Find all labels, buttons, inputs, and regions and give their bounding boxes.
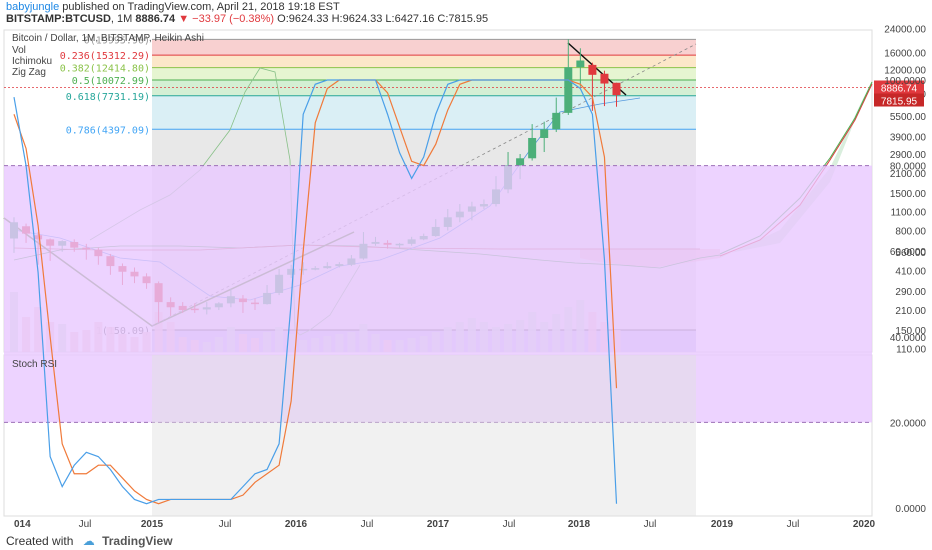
time-axis-label: Jul [79, 519, 92, 530]
legend-item: Ichimoku [12, 56, 52, 67]
stoch-axis-label: 100.0000 [884, 76, 926, 87]
price-axis-label: 150.00 [895, 326, 926, 337]
stoch-axis-label: 80.0000 [890, 162, 927, 173]
time-axis-label: Jul [219, 519, 232, 530]
stoch-band [4, 165, 872, 423]
ohlc-values: O:9624.33 H:9624.33 L:6427.16 C:7815.95 [277, 13, 489, 25]
price-axis-label: 16000.00 [884, 49, 926, 60]
price-chart[interactable]: 0(19995.90) 0.236(15312.29) 0.382(12414.80… [0, 0, 932, 532]
footer: Created with ☁ TradingView [6, 534, 173, 548]
price-axis-label: 1500.00 [890, 189, 927, 200]
price-axis-label: 410.00 [895, 266, 926, 277]
stoch-axis-label: 40.0000 [890, 333, 927, 344]
time-axis-label: 2015 [141, 519, 164, 530]
price-change: ▼ −33.97 (−0.38%) [178, 13, 275, 25]
price-axis-label: 110.00 [896, 344, 926, 355]
price-axis-label: 1100.00 [891, 208, 927, 219]
author-name[interactable]: babyjungle [6, 1, 60, 13]
price-axis-label: 5500.00 [890, 112, 927, 123]
price-axis-label: 800.00 [895, 227, 926, 238]
tradingview-brand[interactable]: TradingView [102, 534, 173, 548]
fib-label: 0.786(4397.09) [66, 125, 150, 136]
created-with-text: Created with [6, 534, 74, 548]
legend-item: Vol [12, 45, 26, 56]
time-axis-label: 014 [14, 519, 31, 530]
price-axis-label: 2900.00 [890, 150, 927, 161]
last-price: 8886.74 [135, 13, 176, 25]
header-line-2: BITSTAMP:BTCUSD, 1M 8886.74 ▼ −33.97 (−0… [6, 13, 489, 25]
legend-item: Zig Zag [12, 67, 46, 78]
candle [612, 82, 621, 96]
last-price-tag-text: 8886.74 [881, 84, 918, 95]
price-axis-label: 3900.00 [890, 132, 927, 143]
close-price-tag-text: 7815.95 [881, 97, 918, 108]
time-axis-label: Jul [361, 519, 374, 530]
candle [588, 64, 597, 75]
time-axis-label: 2017 [427, 519, 450, 530]
published-text: published on TradingView.com, April 21, … [62, 1, 340, 13]
candle [600, 73, 609, 84]
time-axis-label: Jul [503, 519, 516, 530]
fib-label: 0.618(7731.19) [66, 92, 150, 103]
stoch-k-line [13, 79, 618, 505]
stoch-axis-label: 20.0000 [890, 418, 927, 429]
candle [564, 67, 573, 113]
stoch-shade [152, 355, 696, 516]
fib-label: 0.382(12414.80) [60, 64, 150, 75]
time-axis-label: Jul [787, 519, 800, 530]
time-axis-label: 2016 [285, 519, 308, 530]
price-axis-label: 560.00 [895, 248, 926, 259]
time-axis-label: Jul [644, 519, 657, 530]
fib-zone [152, 80, 696, 96]
fib-label: 0(19995.90) [84, 35, 150, 46]
candle [540, 129, 549, 138]
tradingview-logo-icon: ☁ [82, 534, 95, 548]
interval: 1M [117, 13, 133, 25]
candle [552, 112, 561, 130]
fib-zone [152, 67, 696, 81]
price-axis-label: 290.00 [895, 287, 926, 298]
fib-zone [152, 55, 696, 68]
time-axis-label: 2018 [568, 519, 591, 530]
stoch-axis-label: 0.0000 [895, 504, 926, 515]
stoch-title: Stoch RSI [12, 359, 57, 370]
price-axis-label: 24000.00 [884, 24, 926, 35]
fib-label: 0.5(10072.99) [72, 76, 150, 87]
candle [516, 158, 525, 166]
price-axis-label: 2100.00 [890, 169, 927, 180]
last-price-tag [874, 80, 924, 94]
price-axis-label: 12000.00 [884, 66, 926, 77]
stoch-axis-label: 60.0000 [890, 247, 927, 258]
time-axis-label: 2019 [711, 519, 734, 530]
fib-label: 0.236(15312.29) [60, 51, 150, 62]
price-axis-label: 210.00 [895, 306, 926, 317]
legend-title: Bitcoin / Dollar, 1M, BITSTAMP, Heikin A… [12, 33, 204, 44]
fib-zone [152, 95, 696, 130]
time-axis-label: 2020 [853, 519, 876, 530]
fib-zone [152, 39, 696, 56]
header-line-1: babyjungle published on TradingView.com,… [6, 1, 340, 13]
candle [528, 137, 537, 159]
symbol: BITSTAMP:BTCUSD [6, 13, 111, 25]
close-price-tag [874, 93, 924, 107]
candle [576, 60, 585, 68]
